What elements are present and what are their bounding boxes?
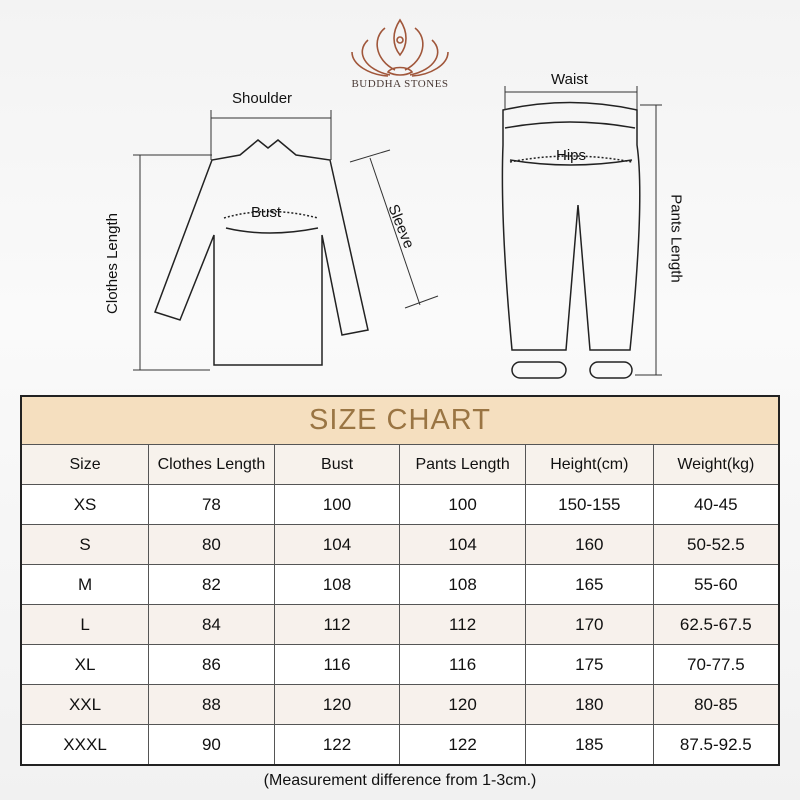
table-cell: 55-60 [652, 564, 780, 605]
hips-label: Hips [556, 147, 587, 164]
table-cell: 100 [399, 484, 526, 525]
table-cell: 180 [524, 684, 654, 725]
table-cell: 160 [524, 524, 654, 565]
table-row: S 80 104 104 160 50-52.5 [20, 524, 780, 565]
garment-diagram [133, 18, 662, 379]
table-cell: 175 [524, 644, 654, 685]
table-cell: 116 [273, 644, 401, 685]
table-cell: 90 [148, 724, 275, 766]
table-row: L 84 112 112 170 62.5-67.5 [20, 604, 780, 645]
table-cell: 87.5-92.5 [652, 724, 780, 766]
table-cell: 112 [399, 604, 526, 645]
table-cell: XS [20, 484, 150, 525]
table-cell: 170 [524, 604, 654, 645]
column-header: Size [20, 444, 150, 485]
table-cell: 62.5-67.5 [652, 604, 780, 645]
table-cell: M [20, 564, 150, 605]
table-cell: 108 [399, 564, 526, 605]
table-row: XS 78 100 100 150-155 40-45 [20, 484, 780, 525]
size-chart-title: SIZE CHART [20, 395, 780, 445]
size-chart-table: SIZE CHART Size Clothes Length Bust Pants L… [20, 395, 780, 766]
table-cell: 84 [148, 604, 275, 645]
bust-label: Bust [251, 204, 282, 221]
column-header: Bust [273, 444, 401, 485]
table-cell: L [20, 604, 150, 645]
pants-length-label: Pants Length [667, 194, 685, 283]
table-cell: 165 [524, 564, 654, 605]
table-cell: 122 [399, 724, 526, 766]
table-row: M 82 108 108 165 55-60 [20, 564, 780, 605]
table-cell: 70-77.5 [652, 644, 780, 685]
table-cell: 100 [273, 484, 401, 525]
table-cell: 108 [273, 564, 401, 605]
table-row: XL 86 116 116 175 70-77.5 [20, 644, 780, 685]
table-cell: 120 [273, 684, 401, 725]
column-header: Height(cm) [524, 444, 654, 485]
brand-name: BUDDHA STONES [351, 78, 449, 90]
table-cell: XXL [20, 684, 150, 725]
column-header: Clothes Length [148, 444, 275, 485]
column-header: Pants Length [399, 444, 526, 485]
waist-label: Waist [551, 71, 588, 88]
table-cell: 185 [524, 724, 654, 766]
table-cell: XL [20, 644, 150, 685]
table-cell: 122 [273, 724, 401, 766]
table-cell: 50-52.5 [652, 524, 780, 565]
table-cell: 82 [148, 564, 275, 605]
table-cell: 78 [148, 484, 275, 525]
table-cell: 150-155 [524, 484, 654, 525]
clothes-length-label: Clothes Length [103, 213, 121, 314]
table-cell: 112 [273, 604, 401, 645]
table-cell: 116 [399, 644, 526, 685]
table-cell: 104 [273, 524, 401, 565]
table-cell: 88 [148, 684, 275, 725]
table-cell: 86 [148, 644, 275, 685]
table-cell: 104 [399, 524, 526, 565]
table-cell: 80-85 [652, 684, 780, 725]
table-row: XXL 88 120 120 180 80-85 [20, 684, 780, 725]
measurement-note: (Measurement difference from 1-3cm.) [263, 772, 537, 789]
table-cell: S [20, 524, 150, 565]
table-cell: XXXL [20, 724, 150, 766]
column-header: Weight(kg) [652, 444, 780, 485]
table-row: XXXL 90 122 122 185 87.5-92.5 [20, 724, 780, 766]
shoulder-label: Shoulder [232, 90, 293, 107]
lotus-meditation-icon [351, 18, 449, 77]
table-cell: 120 [399, 684, 526, 725]
table-cell: 40-45 [652, 484, 780, 525]
table-cell: 80 [148, 524, 275, 565]
